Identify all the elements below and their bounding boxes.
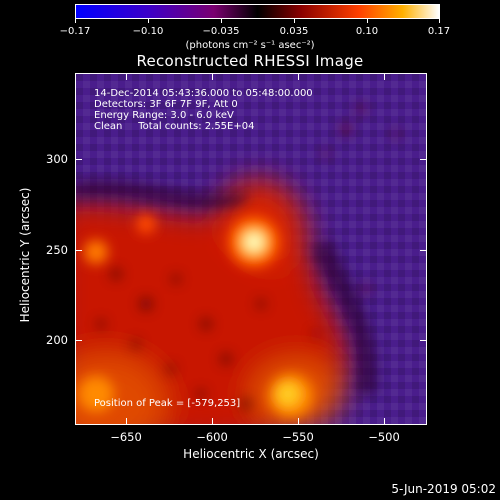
x-tick-mark xyxy=(212,73,213,80)
x-axis-label: Heliocentric X (arcsec) xyxy=(183,447,319,461)
x-tick-mark xyxy=(384,418,385,425)
colorbar-tick-mark xyxy=(148,19,149,23)
footer-timestamp: 5-Jun-2019 05:02 xyxy=(391,482,496,496)
colorbar-tick-label: −0.17 xyxy=(59,26,91,37)
y-tick-mark xyxy=(75,340,82,341)
x-tick-label: −550 xyxy=(282,430,314,444)
info-detectors: Detectors: 3F 6F 7F 9F, Att 0 xyxy=(94,99,238,110)
x-tick-label: −650 xyxy=(110,430,142,444)
colorbar-tick-label: 0.10 xyxy=(355,26,379,37)
info-counts: Clean Total counts: 2.55E+04 xyxy=(94,121,255,132)
x-tick-label: −500 xyxy=(368,430,400,444)
x-tick-mark xyxy=(298,418,299,425)
x-tick-mark xyxy=(384,73,385,80)
info-energy-range: Energy Range: 3.0 - 6.0 keV xyxy=(94,110,234,121)
x-tick-label: −600 xyxy=(196,430,228,444)
y-tick-mark xyxy=(420,250,427,251)
y-tick-mark xyxy=(420,340,427,341)
colorbar-tick-mark xyxy=(367,19,368,23)
info-time-range: 14-Dec-2014 05:43:36.000 to 05:48:00.000 xyxy=(94,88,313,99)
colorbar xyxy=(75,4,440,19)
colorbar-unit-label: (photons cm⁻² s⁻¹ asec⁻²) xyxy=(185,40,315,51)
y-tick-mark xyxy=(420,159,427,160)
colorbar-tick-mark xyxy=(294,19,295,23)
colorbar-tick-label: 0.035 xyxy=(279,26,309,37)
colorbar-tick-mark xyxy=(75,19,76,23)
x-tick-mark xyxy=(298,73,299,80)
rhessi-image xyxy=(75,73,427,425)
x-tick-mark xyxy=(126,73,127,80)
colorbar-tick-mark xyxy=(221,19,222,23)
y-tick-mark xyxy=(75,159,82,160)
y-tick-label: 300 xyxy=(46,152,68,166)
x-tick-mark xyxy=(212,418,213,425)
y-axis-label: Heliocentric Y (arcsec) xyxy=(18,187,32,323)
y-tick-label: 200 xyxy=(46,333,68,347)
info-peak-position: Position of Peak = [-579,253] xyxy=(94,398,241,409)
colorbar-tick-label: −0.035 xyxy=(202,26,240,37)
colorbar-tick-label: 0.17 xyxy=(427,26,451,37)
colorbar-tick-mark xyxy=(439,19,440,23)
x-tick-mark xyxy=(126,418,127,425)
y-tick-label: 250 xyxy=(46,243,68,257)
colorbar-tick-label: −0.10 xyxy=(132,26,164,37)
plot-title: Reconstructed RHESSI Image xyxy=(136,52,364,70)
y-tick-mark xyxy=(75,250,82,251)
